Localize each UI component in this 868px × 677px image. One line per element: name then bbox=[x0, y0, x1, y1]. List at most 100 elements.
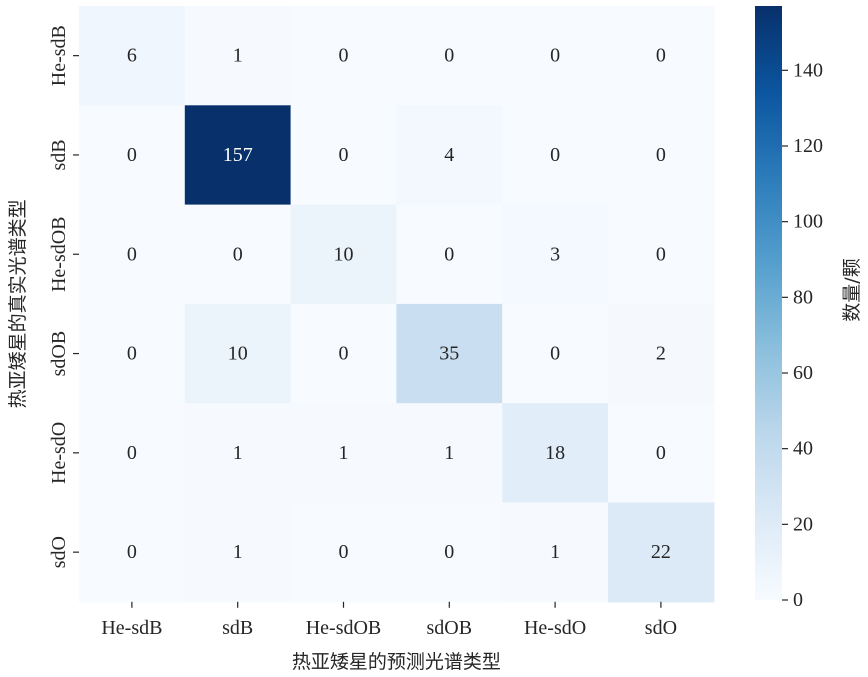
x-tick-label: sdB bbox=[222, 617, 253, 639]
cell-value-label: 0 bbox=[127, 343, 137, 365]
heatmap-cell bbox=[502, 403, 609, 504]
cell-value-label: 1 bbox=[339, 442, 349, 464]
cell-value-label: 0 bbox=[127, 541, 137, 563]
heatmap-cell bbox=[184, 303, 292, 404]
colorbar-tick-label: 20 bbox=[793, 513, 813, 535]
cell-value-label: 0 bbox=[339, 541, 349, 563]
cell-value-label: 4 bbox=[444, 144, 454, 166]
heatmap-cell bbox=[184, 6, 292, 106]
cell-value-label: 3 bbox=[550, 243, 560, 265]
heatmap-cell bbox=[290, 502, 397, 603]
heatmap-cell bbox=[608, 105, 715, 206]
heatmap-cell bbox=[502, 303, 609, 404]
heatmap-cell bbox=[396, 502, 503, 603]
y-tick-label: sdO bbox=[48, 536, 70, 568]
cell-value-label: 0 bbox=[656, 243, 666, 265]
colorbar-title: 数量/颗 bbox=[841, 258, 863, 321]
heatmap-cell bbox=[290, 303, 397, 404]
colorbar-tick-label: 140 bbox=[793, 59, 823, 81]
colorbar-tick-label: 80 bbox=[793, 286, 813, 308]
cell-value-label: 0 bbox=[339, 144, 349, 166]
heatmap-cell bbox=[502, 204, 609, 305]
cell-value-label: 22 bbox=[651, 541, 671, 563]
heatmap-cell bbox=[79, 105, 186, 206]
cell-value-label: 10 bbox=[334, 243, 354, 265]
y-axis-title: 热亚矮星的真实光谱类型 bbox=[7, 199, 29, 408]
heatmap-cell bbox=[608, 303, 715, 404]
colorbar-tick-label: 60 bbox=[793, 362, 813, 384]
heatmap-cell bbox=[502, 105, 609, 206]
colorbar-ticks: 0 20 40 60 80 100 120 140 bbox=[782, 59, 823, 611]
heatmap-cell bbox=[79, 303, 186, 404]
cell-value-label: 0 bbox=[444, 243, 454, 265]
heatmap-cell bbox=[79, 403, 186, 504]
x-tick-label: sdO bbox=[645, 617, 677, 639]
colorbar-tick-label: 120 bbox=[793, 135, 823, 157]
x-tick-label: sdOB bbox=[427, 617, 473, 639]
cell-value-label: 35 bbox=[439, 343, 459, 365]
heatmap-cell bbox=[290, 204, 397, 305]
heatmap-cell bbox=[184, 204, 292, 305]
cell-value-label: 2 bbox=[656, 343, 666, 365]
cell-value-label: 6 bbox=[127, 45, 137, 67]
heatmap-cell bbox=[184, 403, 292, 504]
colorbar-tick-label: 40 bbox=[793, 438, 813, 460]
heatmap-cell bbox=[79, 204, 186, 305]
cell-value-label: 10 bbox=[228, 343, 248, 365]
x-axis-title: 热亚矮星的预测光谱类型 bbox=[292, 651, 501, 673]
cell-value-label: 0 bbox=[550, 45, 560, 67]
heatmap-cell bbox=[79, 6, 186, 106]
heatmap-cells: 6 1 0 0 0 00 157 0 4 0 00 0 10 0 3 00 10 0 35 0 20 1 1 1 18 00 1 0 0… bbox=[79, 6, 715, 603]
y-tick-label: sdB bbox=[48, 139, 70, 170]
cell-value-label: 1 bbox=[233, 442, 243, 464]
heatmap-cell bbox=[502, 502, 609, 603]
y-tick-label: sdOB bbox=[48, 331, 70, 377]
cell-value-label: 0 bbox=[656, 45, 666, 67]
cell-value-label: 0 bbox=[444, 45, 454, 67]
cell-value-label: 0 bbox=[444, 541, 454, 563]
cell-value-label: 0 bbox=[339, 45, 349, 67]
heatmap-cell bbox=[396, 403, 503, 504]
cell-value-label: 0 bbox=[656, 144, 666, 166]
cell-value-label: 1 bbox=[233, 45, 243, 67]
x-tick-label: He-sdB bbox=[101, 617, 162, 639]
heatmap-cell bbox=[184, 502, 292, 603]
cell-value-label: 0 bbox=[127, 442, 137, 464]
y-axis-ticks: He-sdB sdB He-sdOB sdOB He-sdO sdO bbox=[48, 25, 79, 568]
x-tick-label: He-sdOB bbox=[306, 617, 382, 639]
cell-value-label: 0 bbox=[339, 343, 349, 365]
heatmap-cell bbox=[290, 105, 397, 206]
heatmap-cell bbox=[502, 6, 609, 106]
heatmap-cell bbox=[290, 6, 397, 106]
heatmap-cell bbox=[608, 403, 715, 504]
y-tick-label: He-sdOB bbox=[48, 216, 70, 292]
cell-value-label: 1 bbox=[550, 541, 560, 563]
colorbar-tick-label: 100 bbox=[793, 211, 823, 233]
heatmap-cell bbox=[184, 105, 292, 206]
cell-value-label: 157 bbox=[223, 144, 253, 166]
heatmap-cell bbox=[608, 502, 715, 603]
cell-value-label: 0 bbox=[127, 144, 137, 166]
heatmap-cell bbox=[608, 204, 715, 305]
cell-value-label: 18 bbox=[545, 442, 565, 464]
cell-value-label: 1 bbox=[444, 442, 454, 464]
cell-value-label: 0 bbox=[550, 343, 560, 365]
x-tick-label: He-sdO bbox=[524, 617, 586, 639]
heatmap-cell bbox=[79, 502, 186, 603]
colorbar bbox=[755, 6, 782, 600]
heatmap-cell bbox=[396, 303, 503, 404]
cell-value-label: 0 bbox=[550, 144, 560, 166]
heatmap-cell bbox=[396, 105, 503, 206]
heatmap-cell bbox=[608, 6, 715, 106]
heatmap-cell bbox=[290, 403, 397, 504]
cell-value-label: 0 bbox=[127, 243, 137, 265]
cell-value-label: 1 bbox=[233, 541, 243, 563]
colorbar-tick-label: 0 bbox=[793, 589, 803, 611]
y-tick-label: He-sdB bbox=[48, 25, 70, 86]
x-axis-ticks: He-sdB sdB He-sdOB sdOB He-sdO sdO bbox=[101, 601, 677, 639]
heatmap-cell bbox=[396, 6, 503, 106]
cell-value-label: 0 bbox=[656, 442, 666, 464]
y-tick-label: He-sdO bbox=[48, 422, 70, 484]
heatmap-cell bbox=[396, 204, 503, 305]
